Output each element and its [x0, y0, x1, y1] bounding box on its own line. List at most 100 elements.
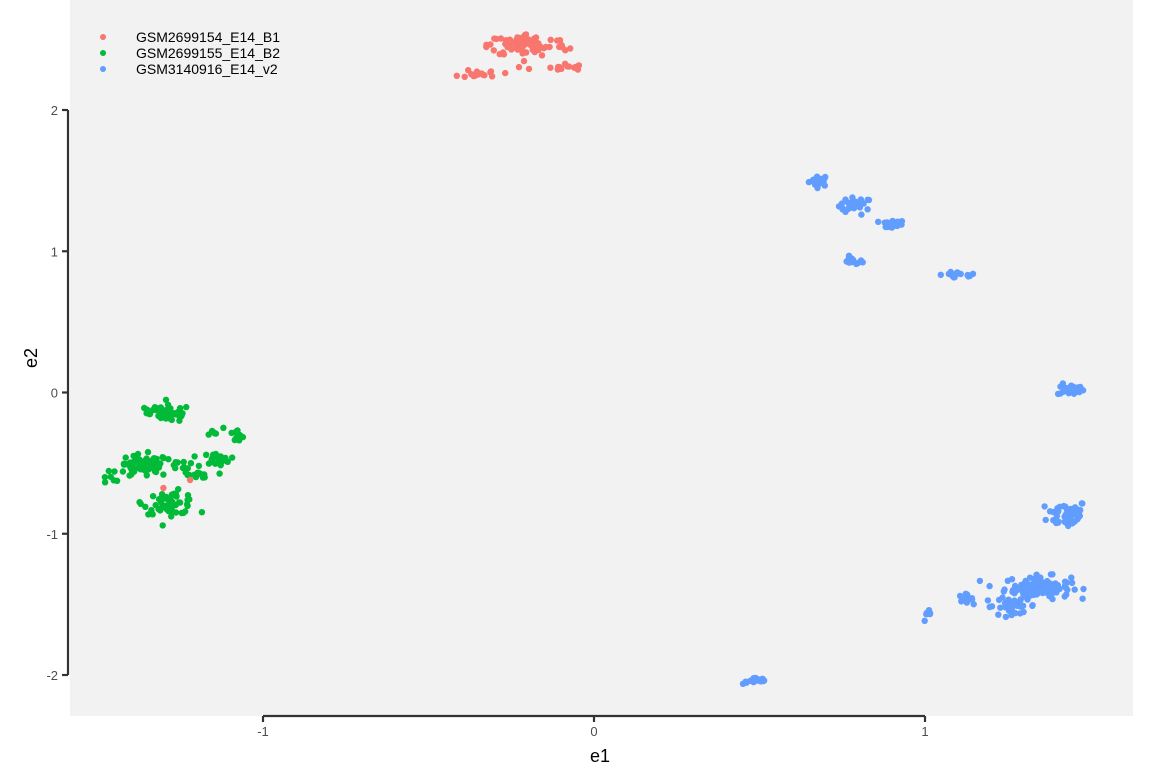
data-point-GSM2699155_E14_B2-2-66 [126, 472, 133, 479]
data-point-GSM3140916_E14_v2-8-10 [1029, 602, 1036, 609]
data-point-GSM2699155_E14_B2-4-11 [142, 503, 149, 510]
data-point-GSM2699154_E14_B1-0-47 [490, 47, 497, 54]
data-point-GSM3140916_E14_v2-9-4 [964, 591, 971, 598]
data-point-GSM3140916_E14_v2-1-15 [856, 204, 864, 211]
axes: -2 -1 0 1 2 -1 0 1 [46, 103, 928, 739]
data-point-GSM3140916_E14_v2-5-17 [1057, 390, 1064, 397]
legend-swatch-v2 [100, 66, 106, 72]
data-point-GSM3140916_E14_v2-5-15 [1079, 387, 1087, 394]
data-point-GSM2699155_E14_B2-0-42 [177, 412, 184, 419]
data-point-GSM2699155_E14_B2-5-4 [183, 466, 190, 473]
data-point-GSM2699154_E14_B1-0-82 [516, 35, 523, 42]
y-axis-title: e2 [21, 348, 41, 368]
data-point-GSM3140916_E14_v2-7-83 [1009, 586, 1017, 594]
data-point-GSM3140916_E14_v2-4-11 [965, 273, 972, 280]
data-point-GSM3140916_E14_v2-11-15 [751, 678, 758, 685]
data-point-GSM2699155_E14_B2-4-49 [176, 499, 184, 506]
data-point-GSM3140916_E14_v2-4-15 [951, 274, 958, 281]
data-point-GSM2699155_E14_B2-4-21 [159, 501, 166, 508]
data-point-GSM3140916_E14_v2-8-28 [1012, 609, 1019, 617]
data-point-GSM2699155_E14_B2-5-7 [184, 471, 191, 479]
data-point-GSM2699155_E14_B2-2-19 [160, 471, 167, 478]
data-point-GSM2699155_E14_B2-1-2 [141, 404, 148, 412]
data-point-GSM3140916_E14_v2-1-27 [845, 205, 852, 212]
data-point-GSM2699154_E14_B1-0-89 [487, 41, 494, 48]
data-point-GSM3140916_E14_v2-6-43 [1069, 520, 1076, 527]
data-point-GSM3140916_E14_v2-11-17 [757, 678, 764, 685]
y-tick-label: 0 [51, 386, 58, 401]
legend-swatch-b1 [100, 34, 106, 40]
data-point-GSM3140916_E14_v2-1-26 [858, 211, 865, 218]
data-point-GSM3140916_E14_v2-6-4 [1041, 503, 1048, 510]
data-point-GSM3140916_E14_v2-8-11 [995, 611, 1002, 618]
legend-label-b1: GSM2699154_E14_B1 [136, 29, 280, 45]
legend-label-b2: GSM2699155_E14_B2 [136, 45, 280, 61]
data-point-GSM2699154_E14_B1-1-14 [525, 65, 533, 73]
data-point-GSM2699155_E14_B2-0-40 [183, 403, 190, 411]
data-point-GSM2699155_E14_B2-9-0 [113, 477, 121, 484]
data-point-GSM2699155_E14_B2-4-29 [148, 507, 155, 514]
data-point-GSM3140916_E14_v2-2-3 [875, 218, 882, 225]
data-point-GSM3140916_E14_v2-7-7 [976, 577, 984, 585]
data-point-GSM2699155_E14_B2-4-41 [168, 513, 175, 520]
data-point-GSM2699154_E14_B1-0-88 [506, 37, 513, 45]
data-point-GSM3140916_E14_v2-2-17 [881, 219, 888, 226]
data-point-GSM2699154_E14_B1-0-70 [514, 46, 521, 53]
data-point-GSM2699155_E14_B2-4-42 [149, 493, 157, 500]
data-point-GSM3140916_E14_v2-7-90 [1022, 577, 1029, 585]
data-point-GSM3140916_E14_v2-7-89 [1001, 586, 1008, 593]
data-point-GSM3140916_E14_v2-8-24 [986, 603, 993, 611]
data-point-GSM3140916_E14_v2-2-15 [889, 217, 896, 225]
data-point-GSM2699155_E14_B2-4-47 [157, 507, 164, 514]
data-point-GSM3140916_E14_v2-7-87 [1031, 575, 1038, 582]
data-point-GSM3140916_E14_v2-8-27 [1014, 602, 1021, 609]
data-point-GSM2699154_E14_B1-5-0 [186, 476, 194, 484]
data-point-GSM2699154_E14_B1-1-4 [547, 64, 554, 71]
data-point-GSM2699155_E14_B2-4-18 [172, 509, 180, 516]
data-point-GSM3140916_E14_v2-7-69 [1068, 574, 1075, 581]
data-point-GSM2699154_E14_B1-0-86 [522, 31, 530, 38]
data-point-GSM2699155_E14_B2-2-41 [144, 448, 152, 456]
data-point-GSM3140916_E14_v2-8-1 [984, 597, 992, 604]
data-point-GSM3140916_E14_v2-4-14 [937, 271, 944, 278]
data-point-GSM3140916_E14_v2-1-25 [849, 198, 856, 205]
y-tick-label: 1 [51, 244, 58, 259]
data-point-GSM3140916_E14_v2-1-17 [864, 206, 871, 213]
data-point-GSM2699155_E14_B2-2-60 [119, 468, 127, 475]
data-point-GSM2699155_E14_B2-6-16 [208, 455, 216, 462]
data-point-GSM2699155_E14_B2-0-44 [167, 412, 174, 419]
data-point-GSM3140916_E14_v2-0-19 [809, 178, 816, 185]
data-point-GSM3140916_E14_v2-11-13 [742, 678, 749, 685]
data-point-GSM3140916_E14_v2-8-29 [1008, 604, 1015, 611]
data-point-GSM3140916_E14_v2-0-20 [821, 182, 828, 189]
data-points [101, 31, 1087, 687]
data-point-GSM2699154_E14_B1-0-87 [533, 40, 540, 47]
data-point-GSM3140916_E14_v2-9-6 [970, 601, 977, 608]
data-point-GSM2699154_E14_B1-4-0 [160, 484, 167, 492]
data-point-GSM2699155_E14_B2-8-3 [228, 429, 235, 437]
data-point-GSM2699154_E14_B1-0-53 [567, 45, 574, 52]
data-point-GSM3140916_E14_v2-8-21 [1020, 608, 1027, 616]
data-point-GSM3140916_E14_v2-6-48 [1074, 513, 1082, 520]
data-point-GSM3140916_E14_v2-9-7 [968, 595, 976, 602]
data-point-GSM2699155_E14_B2-3-3 [191, 453, 198, 460]
data-point-GSM2699154_E14_B1-3-7 [488, 73, 496, 80]
y-tick-label: 2 [51, 103, 58, 118]
data-point-GSM2699155_E14_B2-2-69 [156, 461, 163, 469]
data-point-GSM3140916_E14_v2-1-16 [842, 196, 849, 203]
data-point-GSM2699155_E14_B2-4-53 [168, 499, 175, 506]
data-point-GSM2699155_E14_B2-4-48 [178, 509, 185, 517]
data-point-GSM2699154_E14_B1-3-2 [487, 68, 495, 75]
data-point-GSM3140916_E14_v2-7-105 [1030, 581, 1037, 588]
data-point-GSM3140916_E14_v2-7-109 [1026, 589, 1034, 597]
data-point-GSM2699154_E14_B1-0-81 [500, 51, 508, 58]
y-ticks: -2 -1 0 1 2 [46, 103, 68, 683]
x-tick-label: 1 [921, 724, 928, 739]
data-point-GSM2699155_E14_B2-1-1 [143, 410, 150, 417]
data-point-GSM3140916_E14_v2-0-21 [814, 182, 821, 190]
data-point-GSM3140916_E14_v2-7-102 [1033, 591, 1041, 598]
x-tick-label: 0 [590, 724, 597, 739]
data-point-GSM2699154_E14_B1-0-16 [538, 52, 546, 59]
data-point-GSM2699155_E14_B2-6-15 [217, 462, 224, 469]
data-point-GSM2699155_E14_B2-5-13 [200, 471, 207, 478]
